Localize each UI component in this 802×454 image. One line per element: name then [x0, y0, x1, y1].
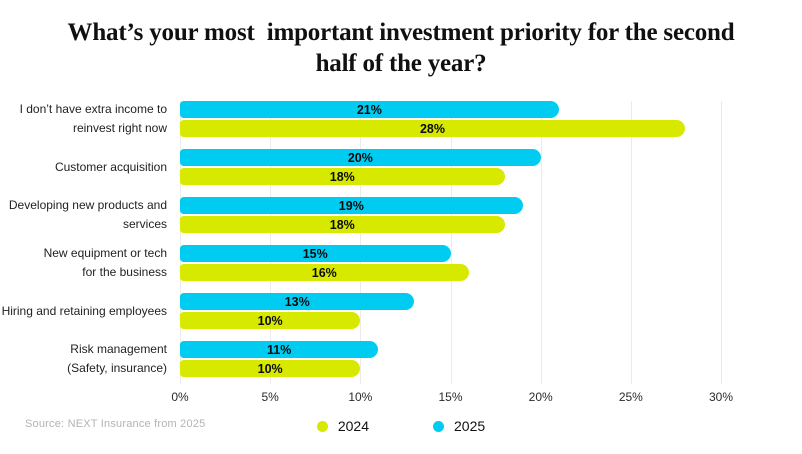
x-tick-label: 20%: [528, 390, 553, 404]
bar-group: 15% 16%: [180, 245, 802, 281]
x-tick-label: 10%: [348, 390, 373, 404]
bar-value-label: 11%: [267, 342, 292, 357]
source-note: Source: NEXT Insurance from 2025: [25, 418, 206, 430]
bar-group: 21% 28%: [180, 101, 802, 137]
gridline: [540, 101, 542, 384]
bar-value-label: 10%: [257, 313, 283, 328]
bar-2024: 18%: [180, 168, 505, 185]
chart-row: I don’t have extra income to reinvest ri…: [0, 101, 802, 137]
bar-value-label: 16%: [311, 265, 337, 280]
bar-group: 11% 10%: [180, 341, 802, 377]
x-tick-label: 30%: [708, 390, 734, 404]
x-tick-label: 15%: [438, 390, 463, 404]
chart-row: New equipment or tech for the business 15…: [0, 245, 802, 281]
chart-rows: I don’t have extra income to reinvest ri…: [0, 101, 802, 377]
bar-value-label: 20%: [347, 150, 373, 165]
legend-label: 2024: [337, 418, 369, 434]
category-label: I don’t have extra income to reinvest ri…: [19, 102, 167, 135]
x-axis: 0% 5% 10% 15% 20% 25% 30%: [171, 390, 782, 406]
gridline: [721, 101, 722, 384]
x-tick-label: 0%: [171, 390, 189, 404]
bar-group: 13% 10%: [180, 293, 802, 329]
legend-item-2025: 2025: [433, 418, 485, 434]
legend-item-2024: 2024: [316, 418, 369, 434]
chart-footer: Source: NEXT Insurance from 2025 2024 202…: [0, 414, 802, 438]
gridline: [450, 101, 452, 384]
bar-2024: 10%: [180, 312, 361, 329]
legend-label: 2025: [454, 418, 486, 434]
category-label: Developing new products and services: [8, 198, 167, 231]
chart-row: Hiring and retaining employees 13% 10%: [0, 293, 802, 329]
chart-row: Customer acquisition 20% 18%: [0, 149, 802, 185]
gridline: [360, 101, 362, 384]
bar-2024: 16%: [180, 264, 469, 281]
legend-dot-icon: [316, 420, 328, 432]
bar-2024: 10%: [180, 360, 361, 377]
bar-2025: 15%: [180, 245, 451, 262]
bar-group: 19% 18%: [180, 197, 802, 233]
bar-value-label: 15%: [302, 246, 328, 261]
gridline: [630, 101, 632, 384]
bar-value-label: 19%: [338, 198, 364, 213]
bar-value-label: 18%: [329, 169, 355, 184]
bar-2024: 28%: [180, 120, 685, 137]
chart-title: What’s your most important investment pr…: [67, 19, 735, 77]
bar-value-label: 13%: [284, 294, 310, 309]
bar-2025: 20%: [180, 149, 541, 166]
category-label: Customer acquisition: [54, 159, 167, 174]
bar-value-label: 21%: [356, 102, 382, 117]
category-label: Hiring and retaining employees: [1, 303, 167, 318]
bar-2025: 13%: [180, 293, 415, 310]
gridlines: [180, 101, 782, 384]
category-label: Risk management (Safety, insurance): [67, 342, 167, 375]
chart-row: Risk management (Safety, insurance) 11% 10…: [0, 341, 802, 377]
bar-2025: 11%: [180, 341, 379, 358]
bar-2024: 18%: [180, 216, 505, 233]
bar-value-label: 28%: [419, 121, 445, 136]
gridline: [180, 101, 181, 384]
x-tick-label: 5%: [261, 390, 279, 404]
bar-group: 20% 18%: [180, 149, 802, 185]
gridline: [270, 101, 272, 384]
bar-2025: 19%: [180, 197, 523, 214]
x-tick-label: 25%: [618, 390, 643, 404]
category-label: New equipment or tech for the business: [43, 246, 167, 279]
bar-chart: I don’t have extra income to reinvest ri…: [0, 101, 802, 404]
legend-dot-icon: [433, 420, 444, 432]
legend: 2024 2025: [0, 414, 802, 438]
bar-value-label: 10%: [257, 361, 283, 376]
chart-row: Developing new products and services 19% 1…: [0, 197, 802, 233]
bar-2025: 21%: [180, 101, 559, 118]
bar-value-label: 18%: [329, 217, 355, 232]
